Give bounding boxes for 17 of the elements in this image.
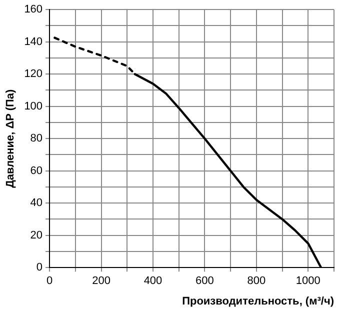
x-tick-label: 400: [144, 275, 162, 288]
y-tick-label: 20: [30, 229, 43, 242]
x-tick-label: 600: [196, 275, 214, 288]
y-tick-label: 120: [24, 68, 43, 80]
y-tick-label: 100: [24, 100, 43, 112]
x-tick-label: 0: [46, 275, 53, 288]
y-tick-label: 60: [30, 164, 43, 177]
x-tick-label: 1000: [296, 275, 320, 288]
y-tick-label: 40: [30, 197, 43, 210]
y-tick-label: 160: [24, 4, 43, 16]
x-axis-title: Производительность, (м³/ч): [182, 295, 334, 308]
x-tick-label: 200: [92, 275, 110, 288]
y-tick-label: 0: [36, 262, 43, 274]
y-tick-label: 80: [30, 132, 43, 145]
y-axis-title: Давление, ΔP (Па): [4, 88, 17, 188]
x-tick-label: 800: [247, 275, 266, 288]
y-tick-label: 140: [24, 36, 43, 48]
